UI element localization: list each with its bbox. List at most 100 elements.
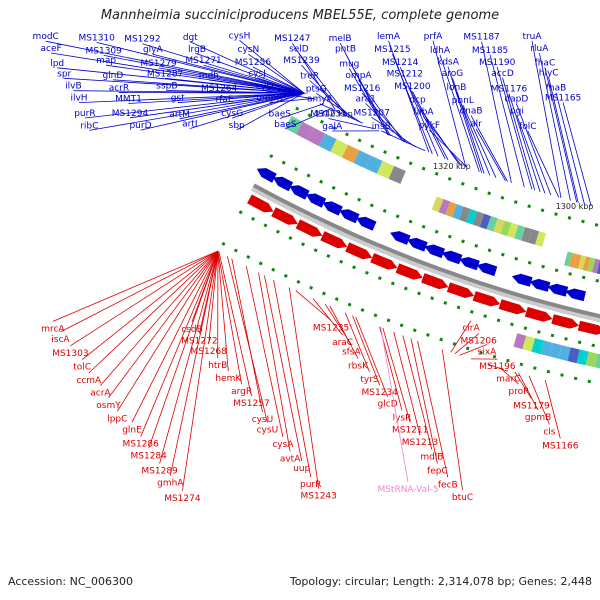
feature-block xyxy=(388,166,406,184)
forward-strand-arrow xyxy=(390,231,411,245)
forward-strand-arrow xyxy=(407,237,428,252)
reverse-gene-label: MS1235 xyxy=(313,324,349,334)
forward-strand-arrow xyxy=(565,288,586,302)
reverse-gene-label-leader xyxy=(88,250,219,374)
figure-title: Mannheimia succiniciproducens MBEL55E, c… xyxy=(100,8,500,23)
reverse-gene-label: mdlB xyxy=(420,453,443,463)
forward-gene-label: MS1215 xyxy=(374,45,410,55)
reverse-gene-label: csdB xyxy=(181,325,203,335)
forward-gene-label: MS1212 xyxy=(387,70,423,80)
feature-block xyxy=(452,204,464,220)
forward-gene-label: pgi xyxy=(510,106,524,116)
forward-gene-label: lpd xyxy=(50,59,64,69)
forward-gene-label-leader xyxy=(371,116,416,148)
reverse-gene-label: glcD xyxy=(378,400,398,410)
forward-gene-label: MS1287 xyxy=(147,69,183,79)
forward-gene-label-leader xyxy=(527,130,560,198)
feature-block xyxy=(567,347,580,364)
forward-gene-label-leader xyxy=(328,118,375,130)
reverse-gene-label: mrcA xyxy=(41,324,65,334)
forward-gene-label-leader xyxy=(481,41,512,183)
forward-gene-label-leader xyxy=(96,42,305,94)
reverse-gene-label-leader xyxy=(60,250,219,333)
forward-gene-label: map xyxy=(96,56,116,66)
forward-gene-label: dnaB xyxy=(459,106,482,116)
reverse-gene-label: MS1272 xyxy=(181,337,217,347)
kbp-tick-label: 1320 kbp xyxy=(433,162,471,171)
forward-gene-label-leader xyxy=(177,92,305,104)
feature-block xyxy=(318,133,337,152)
feature-block xyxy=(513,333,527,350)
forward-strand-arrow xyxy=(529,278,551,292)
reverse-gene-label: lppC xyxy=(107,414,127,424)
forward-gene-label-leader xyxy=(279,103,324,119)
reverse-gene-label: gpmB xyxy=(525,413,551,423)
forward-gene-label-leader xyxy=(298,53,348,116)
reverse-gene-label: rbsK xyxy=(348,361,369,371)
feature-block xyxy=(296,121,314,141)
reverse-gene-label-leader xyxy=(329,305,359,359)
forward-gene-label-leader xyxy=(388,40,430,153)
forward-gene-label: selD xyxy=(289,44,309,54)
feature-block xyxy=(531,338,544,355)
forward-gene-label-leader xyxy=(475,128,506,181)
feature-block xyxy=(376,160,395,179)
forward-strand-arrow xyxy=(289,185,310,200)
reverse-gene-label: tyrS xyxy=(360,375,379,385)
reverse-gene-label-leader xyxy=(402,335,433,450)
reverse-gene-label-leader xyxy=(488,363,509,372)
forward-gene-label-leader xyxy=(301,64,346,115)
forward-gene-label-leader xyxy=(152,53,305,94)
forward-gene-label: fhaB xyxy=(546,84,567,94)
feature-block xyxy=(585,351,598,368)
reverse-strand-arrow xyxy=(370,253,398,270)
feature-block xyxy=(341,144,360,163)
kbp-tick-label: 1340 kbp xyxy=(315,110,353,119)
backbone-shadow xyxy=(250,185,600,323)
forward-gene-label-leader xyxy=(315,92,361,123)
forward-gene-label-leader xyxy=(392,53,433,154)
forward-gene-label-leader xyxy=(165,77,305,94)
forward-gene-label: pntB xyxy=(335,45,356,55)
feature-block xyxy=(540,340,553,357)
forward-gene-label-leader xyxy=(264,90,316,100)
forward-gene-label-leader xyxy=(203,64,305,94)
reverse-gene-label: MS1303 xyxy=(52,349,88,359)
reverse-gene-label: MS1286 xyxy=(123,440,160,450)
feature-block xyxy=(573,254,582,269)
forward-gene-label: treR xyxy=(300,72,319,82)
forward-gene-label-leader xyxy=(422,116,462,166)
forward-gene-label: MS1207 xyxy=(354,108,390,118)
reverse-gene-label: tolC xyxy=(73,363,91,373)
forward-gene-label: MS1292 xyxy=(124,35,160,45)
forward-gene-label: folC xyxy=(519,122,536,132)
reverse-gene-label-leader xyxy=(410,338,438,464)
forward-gene-label: glyA xyxy=(143,45,164,55)
reverse-gene-label: MS1284 xyxy=(131,451,168,461)
forward-gene-label: galA xyxy=(322,122,343,132)
forward-gene-label-leader xyxy=(112,79,305,94)
forward-gene-label: acrR xyxy=(109,84,129,94)
reverse-gene-label: MS1257 xyxy=(233,399,269,409)
reverse-gene-label-leader xyxy=(199,251,219,334)
reverse-strand-arrow xyxy=(345,242,373,260)
forward-gene-label-leader xyxy=(531,40,562,198)
forward-strand-arrow xyxy=(273,176,294,192)
reverse-gene-label: cysU xyxy=(252,415,274,425)
forward-strand-arrow xyxy=(511,273,533,287)
reverse-gene-label: sixA xyxy=(478,348,498,358)
forward-gene-label-leader xyxy=(179,92,305,120)
forward-gene-label: MS1271 xyxy=(185,56,221,66)
reverse-gene-label-leader xyxy=(382,327,411,423)
forward-gene-label-leader xyxy=(456,91,491,176)
feature-block xyxy=(431,196,444,213)
forward-gene-label-leader xyxy=(470,115,508,182)
forward-gene-label-leader xyxy=(516,103,552,196)
forward-gene-label-leader xyxy=(269,98,314,104)
feature-block xyxy=(522,335,536,352)
reverse-strand-arrow xyxy=(421,273,449,290)
accession-label: Accession: NC_006300 xyxy=(8,575,134,588)
reverse-gene-label: acrA xyxy=(90,389,111,399)
forward-strand-arrow xyxy=(305,193,327,208)
